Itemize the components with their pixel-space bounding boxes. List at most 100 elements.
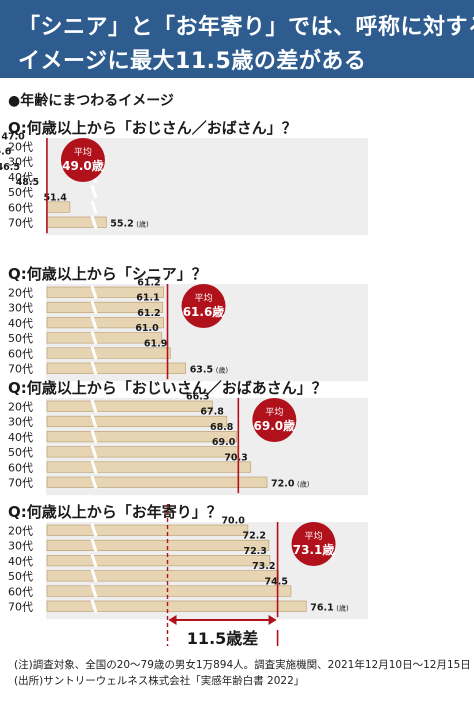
data-label: 67.8 — [200, 407, 224, 418]
axis-break — [90, 584, 98, 598]
axis-break — [90, 315, 98, 330]
average-badge — [60, 138, 105, 182]
data-label: 72.2 — [243, 531, 266, 542]
average-value: 49.0歳 — [62, 158, 104, 173]
average-badge — [181, 284, 226, 328]
bar — [46, 286, 164, 298]
category-label: 50代 — [8, 446, 33, 459]
category-label: 70代 — [8, 477, 33, 490]
data-label: 46.5 — [0, 162, 20, 173]
bar — [46, 524, 249, 536]
unit-label: (歳) — [216, 366, 229, 375]
bar — [46, 570, 279, 582]
data-label: 61.2 — [137, 308, 160, 319]
average-value: 73.1歳 — [293, 542, 335, 557]
category-label: 30代 — [8, 302, 33, 315]
unit-label: (歳) — [297, 480, 310, 489]
bar — [46, 555, 271, 567]
title-banner: 「シニア」と「お年寄り」では、呼称に対する イメージに最大11.5歳の差がある — [0, 0, 474, 78]
axis-break — [90, 538, 98, 553]
data-label: 70.0 — [221, 516, 245, 527]
axis-break — [90, 361, 98, 375]
average-badge — [291, 522, 336, 566]
category-label: 60代 — [8, 347, 33, 360]
panel-question: Q:何歳以上から「シニア」？ — [8, 265, 207, 283]
panel-question: Q:何歳以上から「お年寄り」？ — [8, 503, 222, 521]
category-label: 50代 — [8, 332, 33, 345]
category-label: 40代 — [8, 431, 33, 444]
category-label: 30代 — [8, 540, 33, 553]
axis-break — [90, 429, 98, 444]
axis-break — [90, 475, 98, 489]
category-label: 20代 — [8, 401, 33, 414]
bar — [46, 362, 186, 374]
bar — [46, 415, 228, 428]
axis-break — [90, 414, 98, 429]
data-label: 61.9 — [144, 338, 167, 349]
average-title: 平均 — [265, 406, 283, 418]
axis-break — [90, 399, 98, 413]
data-label: 47.0 — [1, 132, 25, 143]
axis-break — [90, 331, 98, 345]
axis-break — [90, 285, 98, 299]
bar — [46, 585, 292, 597]
axis-break — [90, 300, 98, 315]
bar — [46, 347, 171, 359]
category-label: 40代 — [8, 317, 33, 330]
category-label: 20代 — [8, 525, 33, 538]
difference-arrow-left — [168, 615, 177, 625]
bar — [46, 461, 252, 473]
data-label: 55.2 — [110, 219, 133, 230]
section-label: ●年齢にまつわるイメージ — [8, 93, 174, 109]
data-label: 61.1 — [136, 293, 159, 304]
panel-question: Q:何歳以上から「おじさん／おばさん」？ — [8, 119, 297, 137]
title-line-2: イメージに最大11.5歳の差がある — [18, 49, 367, 74]
category-label: 70代 — [8, 217, 33, 230]
footnote-survey: (注)調査対象、全国の20～79歳の男女1万894人。調査実施機関、2021年1… — [14, 659, 471, 671]
data-label: 61.2 — [137, 278, 160, 289]
panel-2: Q:何歳以上から「シニア」？ 20代 61.2 30代 61.1 40代 61.2 50代 61… — [8, 265, 368, 382]
difference-arrow-right — [268, 615, 277, 625]
panel-question: Q:何歳以上から「おじいさん／おばあさん」？ — [8, 379, 327, 397]
axis-break — [90, 599, 98, 613]
average-title: 平均 — [195, 292, 213, 304]
unit-label: (歳) — [136, 220, 149, 229]
axis-break — [90, 200, 98, 214]
axis-break — [90, 445, 98, 459]
category-label: 40代 — [8, 171, 33, 184]
axis-break — [90, 569, 98, 583]
bar — [46, 400, 213, 412]
average-value: 69.0歳 — [254, 418, 296, 433]
category-label: 70代 — [8, 601, 33, 614]
footnote-source: (出所)サントリーウェルネス株式会社「実感年齢白書 2022」 — [14, 675, 305, 687]
category-label: 40代 — [8, 555, 33, 568]
category-label: 60代 — [8, 201, 33, 214]
data-label: 76.1 — [310, 603, 333, 614]
data-label: 72.3 — [243, 546, 266, 557]
data-label: 74.5 — [265, 576, 288, 587]
data-label: 45.6 — [0, 147, 12, 158]
data-label: 73.2 — [252, 561, 275, 572]
axis-break — [90, 346, 98, 360]
average-value: 61.6歳 — [183, 304, 225, 319]
axis-break — [90, 523, 98, 537]
footnotes: (注)調査対象、全国の20～79歳の男女1万894人。調査実施機関、2021年1… — [14, 657, 471, 689]
bar — [46, 600, 307, 612]
data-label: 51.4 — [43, 192, 67, 203]
bar — [46, 317, 164, 329]
category-label: 60代 — [8, 461, 33, 474]
data-label: 70.3 — [224, 452, 247, 463]
data-label: 66.3 — [186, 392, 209, 403]
category-label: 20代 — [8, 287, 33, 300]
unit-label: (歳) — [336, 604, 349, 613]
axis-break — [90, 460, 98, 474]
bar — [46, 216, 107, 228]
bar — [46, 431, 237, 443]
bar — [46, 539, 270, 552]
category-label: 50代 — [8, 570, 33, 583]
bar — [46, 476, 268, 488]
average-badge — [252, 398, 297, 442]
bar — [46, 301, 164, 313]
data-label: 69.0 — [212, 437, 236, 448]
